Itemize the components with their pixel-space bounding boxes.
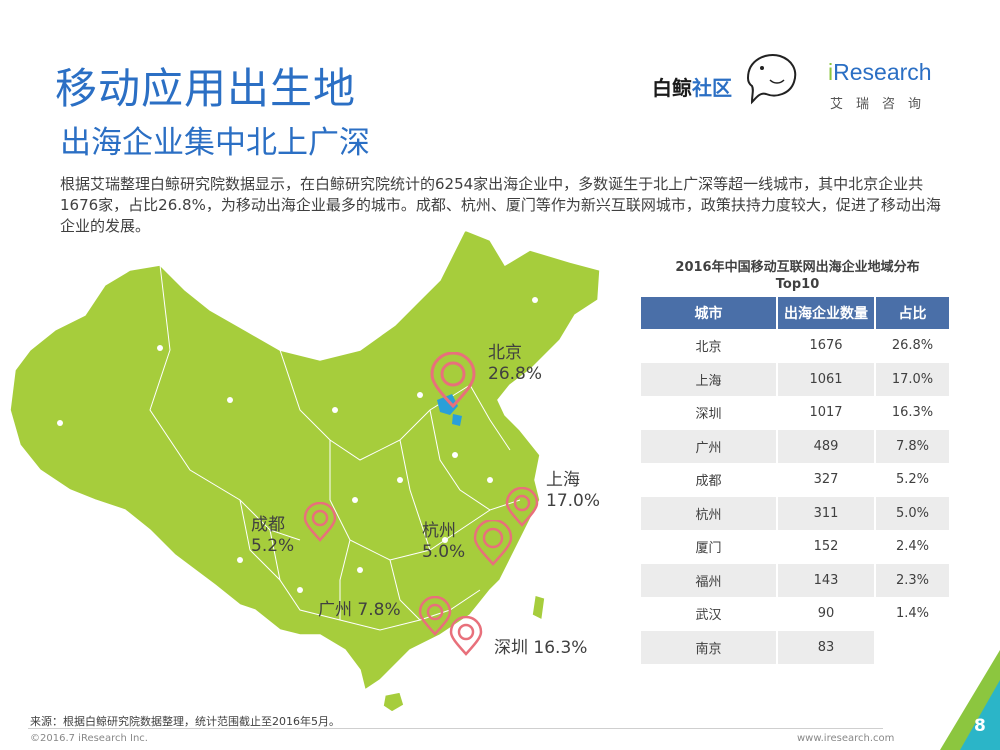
table-cell-city: 上海 [641,362,776,396]
shanghai-pin-icon [505,487,539,527]
copyright-text: ©2016.7 iResearch Inc. [30,733,148,744]
table-cell-city: 深圳 [695,407,722,423]
table-row: 北京 1676 26.8% [641,329,951,363]
map-label-beijing: 北京 26.8% [488,343,542,385]
iresearch-logo-subtitle: 艾瑞咨询 [830,97,935,112]
map-label-chengdu-name: 成都 [251,515,285,535]
china-map [9,229,601,713]
beijing-tianjin-highlight [437,394,462,426]
footer-divider [28,728,883,729]
baijing-logo-text: 白鲸社区 [652,76,732,100]
page-subtitle: 出海企业集中北上广深 [60,125,370,161]
whale-icon [746,54,797,105]
table-cell-city: 成都 [695,474,722,490]
map-label-shenzhen: 深圳 16.3% [494,638,587,659]
table-row: 深圳 1017 16.3% [641,396,951,430]
table-cell-city: 南京 [641,630,776,664]
table-cell-count: 152 [813,539,839,555]
table-cell-count: 489 [778,429,874,463]
table-cell-share: 26.8% [891,338,934,354]
map-label-hangzhou: 杭州 5.0% [422,521,465,563]
table-cell-share: 17.0% [876,362,949,396]
table-cell-count: 143 [778,563,874,597]
china-map-shape [9,229,601,692]
hainan-island [382,691,405,713]
table-cell-count: 83 [778,630,874,664]
province-borders [149,264,521,631]
table-row: 福州 143 2.3% [641,563,951,597]
shenzhen-pin-icon [449,616,483,656]
iresearch-logo-text: iResearch [828,59,932,85]
map-label-hangzhou-pct: 5.0% [422,542,466,562]
chengdu-pin-icon [303,502,337,542]
table-cell-share: 1.4% [895,606,930,622]
map-label-shanghai-name: 上海 [546,470,580,490]
table-cell-share: 16.3% [891,405,934,421]
map-label-guangzhou-name: 广州 7.8% [318,600,401,620]
table-cell-count: 1061 [778,362,874,396]
map-label-beijing-pct: 26.8% [488,364,543,384]
page-number: 8 [974,716,986,736]
table-row: 厦门 152 2.4% [641,530,951,564]
page-title: 移动应用出生地 [55,64,357,113]
table-cell-city: 武汉 [695,608,722,624]
website-link[interactable]: www.iresearch.com [797,733,895,744]
map-label-shanghai-pct: 17.0% [546,491,601,511]
table-header-count: 出海企业数量 [778,297,874,329]
table-header-city: 城市 [641,297,776,329]
iresearch-logo: iResearch 艾瑞咨询 [828,55,958,115]
table-cell-share: 7.8% [876,429,949,463]
table-row: 南京 83 [641,630,951,664]
table-cell-count: 1676 [809,338,843,354]
city-distribution-table: 城市 出海企业数量 占比 北京 1676 26.8% 上海 1061 17.0%… [641,297,951,664]
table-header-share: 占比 [876,297,949,329]
table-cell-count: 327 [813,472,839,488]
table-title-line1: 2016年中国移动互联网出海企业地域分布 [675,260,920,275]
table-cell-city: 广州 [641,429,776,463]
table-cell-city: 厦门 [695,541,722,557]
table-row: 广州 489 7.8% [641,429,951,463]
hangzhou-pin-icon [473,520,513,566]
table-cell-city: 北京 [695,340,722,356]
table-title: 2016年中国移动互联网出海企业地域分布 Top10 [645,259,950,293]
source-note: 来源：根据白鲸研究院数据整理，统计范围截止至2016年5月。 [30,715,340,728]
table-cell-share: 5.0% [876,496,949,530]
taiwan-island [531,594,546,622]
table-row: 杭州 311 5.0% [641,496,951,530]
table-cell-share: 2.3% [876,563,949,597]
table-cell-share [876,630,949,664]
table-row: 上海 1061 17.0% [641,362,951,396]
map-label-hangzhou-name: 杭州 [422,521,456,541]
description-text: 根据艾瑞整理白鲸研究院数据显示，在白鲸研究院统计的6254家出海企业中，多数诞生… [60,175,941,235]
table-header-row: 城市 出海企业数量 占比 [641,297,951,329]
baijing-logo: 白鲸社区 [652,48,802,108]
table-cell-share: 5.2% [895,472,930,488]
table-cell-share: 2.4% [895,539,930,555]
beijing-pin-icon [430,352,476,408]
table-cell-count: 1017 [809,405,843,421]
table-row: 成都 327 5.2% [641,463,951,497]
corner-decoration [940,650,1000,750]
table-title-line2: Top10 [775,277,820,292]
table-cell-city: 福州 [641,563,776,597]
table-cell-city: 杭州 [641,496,776,530]
table-cell-count: 90 [817,606,835,622]
table-cell-count: 311 [778,496,874,530]
map-label-shanghai: 上海 17.0% [546,470,600,512]
map-label-chengdu: 成都 5.2% [251,515,294,557]
map-label-chengdu-pct: 5.2% [251,536,295,556]
table-row: 武汉 90 1.4% [641,597,951,631]
guangzhou-pin-icon [418,596,452,636]
city-dots [57,297,538,593]
map-label-beijing-name: 北京 [488,343,522,363]
map-label-guangzhou: 广州 7.8% [318,600,401,621]
map-label-shenzhen-name: 深圳 16.3% [494,638,588,658]
